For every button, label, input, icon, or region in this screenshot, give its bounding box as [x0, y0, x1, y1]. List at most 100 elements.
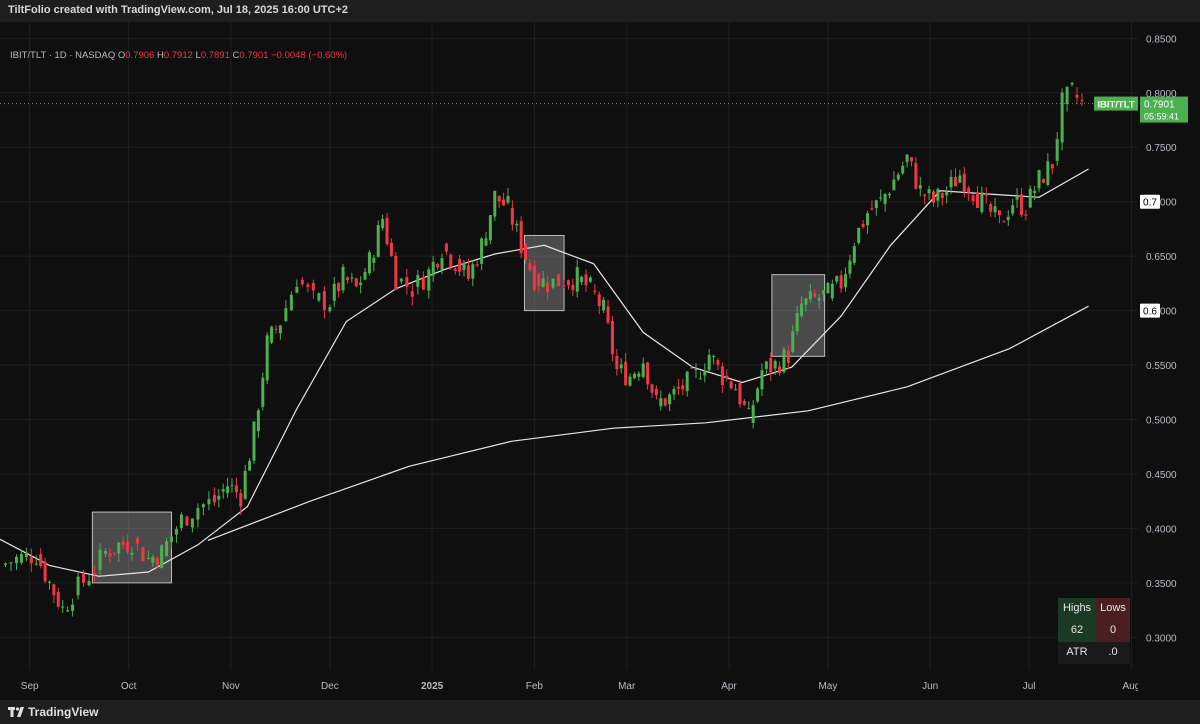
candle-body	[108, 553, 112, 557]
candle-body	[738, 382, 742, 405]
candle-body	[764, 361, 768, 369]
x-tick-label: Oct	[121, 681, 137, 692]
candle-body	[1041, 179, 1045, 183]
change-value: −0.0048 (−0.60%)	[271, 50, 348, 61]
candle-body	[444, 243, 448, 252]
last-price-tag-bg	[1140, 96, 1188, 123]
candle-body	[1046, 161, 1050, 185]
candle-body	[56, 591, 60, 607]
candle-body	[421, 276, 425, 290]
candle-body	[989, 204, 993, 212]
candle-body	[610, 320, 614, 355]
time-axis[interactable]: Sep Oct Nov Dec 2025 Feb Mar Apr May Jun Jul Aug	[0, 670, 1141, 700]
candle-body	[1033, 190, 1037, 193]
candle-body	[98, 549, 102, 570]
candle-body	[839, 275, 843, 289]
candle-body	[151, 556, 155, 563]
candle-body	[146, 558, 150, 560]
candle-body	[817, 298, 821, 301]
candle-body	[372, 257, 376, 263]
candle-body	[967, 187, 971, 193]
candle-body	[646, 362, 650, 385]
candle-body	[190, 518, 194, 528]
lows-value: 0	[1096, 620, 1130, 642]
candle-body	[580, 276, 584, 283]
candle-body	[217, 495, 221, 500]
plot-area[interactable]: IBIT/TLT IBIT/TLT · 1D · NASDAQ O0.7906 …	[0, 22, 1138, 670]
candle-body	[524, 244, 528, 260]
candle-body	[584, 274, 588, 286]
candle-body	[888, 193, 892, 196]
candle-body	[909, 157, 913, 162]
candle-body	[971, 195, 975, 202]
candle-body	[892, 179, 896, 191]
candle-body	[367, 252, 371, 274]
candle-body	[997, 210, 1001, 216]
candle-body	[676, 386, 680, 389]
x-tick-label: Jul	[1023, 681, 1036, 692]
candle-body	[786, 350, 790, 363]
price-chart[interactable]: IBIT/TLT	[0, 22, 1138, 670]
candle-body	[160, 545, 164, 569]
candle-body	[940, 193, 944, 199]
atr-value: .0	[1096, 642, 1130, 664]
candle-body	[936, 188, 940, 201]
candle-body	[19, 554, 23, 563]
lows-header: Lows	[1096, 598, 1130, 620]
candle-body	[66, 610, 70, 612]
candle-body	[121, 541, 125, 545]
time-axis-labels: Sep Oct Nov Dec 2025 Feb Mar Apr May Jun Jul Aug	[21, 681, 1141, 692]
candle-body	[1060, 92, 1064, 143]
candle-body	[826, 282, 830, 294]
close-label: C	[232, 50, 240, 61]
candle-body	[830, 283, 834, 299]
candle-body	[436, 264, 440, 268]
candle-body	[130, 552, 134, 555]
symbol-label: IBIT/TLT · 1D · NASDAQ	[10, 50, 116, 61]
y-tick-label: 0.3000	[1146, 633, 1177, 644]
y-tick-label: 0.6500	[1146, 252, 1177, 263]
candle-body	[440, 258, 444, 270]
candle-body	[804, 298, 808, 305]
highs-lows-table: Highs Lows 62 0 ATR .0	[1058, 598, 1130, 664]
candle-body	[541, 278, 545, 287]
candle-body	[624, 361, 628, 386]
candle-body	[381, 218, 385, 229]
candle-body	[791, 331, 795, 353]
candle-body	[742, 401, 746, 405]
price-axis[interactable]: 0.8500 0.8000 0.7500 0.7000 0.6500 0.6000 0.55…	[1138, 22, 1200, 670]
candle-body	[918, 185, 922, 189]
x-tick-label: Dec	[321, 681, 339, 692]
candle-body	[155, 558, 159, 566]
x-tick-label: Mar	[618, 681, 636, 692]
candle-body	[230, 484, 234, 486]
candle-body	[239, 493, 243, 507]
candle-body	[462, 263, 466, 271]
candle-body	[112, 552, 116, 554]
candle-body	[82, 573, 86, 583]
level-tag-label: 0.7	[1143, 198, 1157, 209]
moving-average-slow	[207, 305, 1089, 541]
candle-body	[659, 398, 663, 407]
candle-body	[1019, 193, 1023, 216]
atr-label: ATR	[1058, 642, 1096, 664]
candle-body	[47, 581, 51, 583]
candle-body	[311, 282, 315, 291]
candle-body	[685, 371, 689, 392]
candle-body	[399, 278, 403, 282]
y-tick-label: 0.4000	[1146, 524, 1177, 535]
candle-body	[363, 271, 367, 280]
candle-body	[546, 282, 550, 293]
candle-body	[345, 277, 349, 281]
candle-body	[480, 238, 484, 264]
y-tick-label: 0.5500	[1146, 361, 1177, 372]
y-tick-label: 0.7500	[1146, 143, 1177, 154]
candle-body	[896, 174, 900, 180]
candle-body	[566, 280, 570, 286]
candle-body	[488, 215, 492, 241]
candle-body	[615, 356, 619, 370]
candle-body	[958, 175, 962, 183]
candle-body	[984, 193, 988, 196]
candle-body	[126, 542, 130, 552]
candle-body	[778, 366, 782, 373]
